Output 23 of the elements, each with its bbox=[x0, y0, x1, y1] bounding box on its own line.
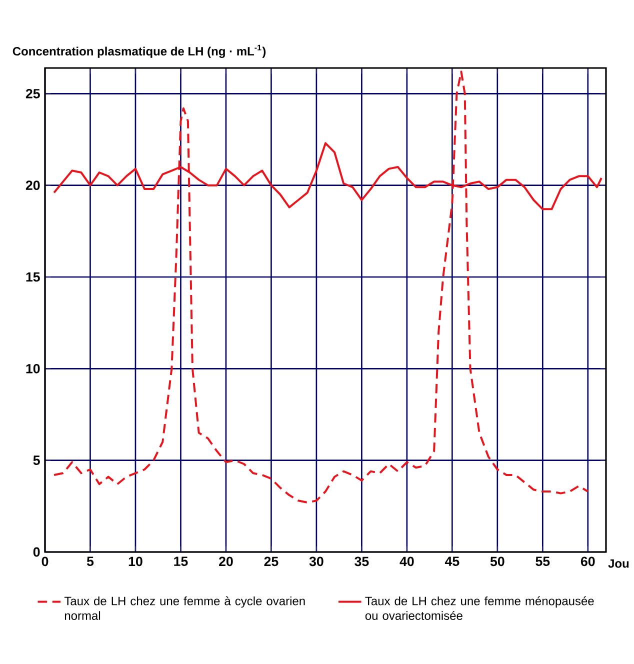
x-tick-label: 30 bbox=[309, 556, 324, 566]
y-tick-label: 5 bbox=[33, 456, 40, 465]
legend-label: Taux de LH chez une femme à cycle ovarien normal bbox=[64, 596, 305, 620]
x-tick-label: 20 bbox=[219, 556, 233, 566]
x-tick-label: 0 bbox=[42, 556, 48, 566]
legend-label: Taux de LH chez une femme ménopausée ou ovariectomisée bbox=[365, 596, 594, 620]
x-tick-label: 5 bbox=[87, 556, 94, 566]
x-tick-label: 60 bbox=[581, 556, 595, 566]
x-axis-title: Jou bbox=[608, 559, 629, 568]
x-tick-label: 15 bbox=[174, 556, 188, 566]
x-tick-label: 25 bbox=[264, 556, 278, 566]
x-tick-label: 35 bbox=[354, 556, 369, 566]
x-tick-label: 40 bbox=[400, 556, 414, 566]
y-axis-title: Concentration plasmatique de LH (ng · mL$^{-1}$) bbox=[12, 44, 266, 58]
y-tick-label: 15 bbox=[26, 272, 40, 282]
y-tick-label: 10 bbox=[26, 364, 40, 374]
y-tick-label: 0 bbox=[33, 547, 40, 557]
x-tick-label: 10 bbox=[128, 556, 142, 566]
y-tick-label: 25 bbox=[26, 88, 40, 98]
x-tick-label: 50 bbox=[490, 556, 504, 566]
x-tick-label: 55 bbox=[536, 556, 550, 566]
y-tick-label: 20 bbox=[26, 180, 40, 190]
x-tick-label: 45 bbox=[445, 556, 460, 566]
